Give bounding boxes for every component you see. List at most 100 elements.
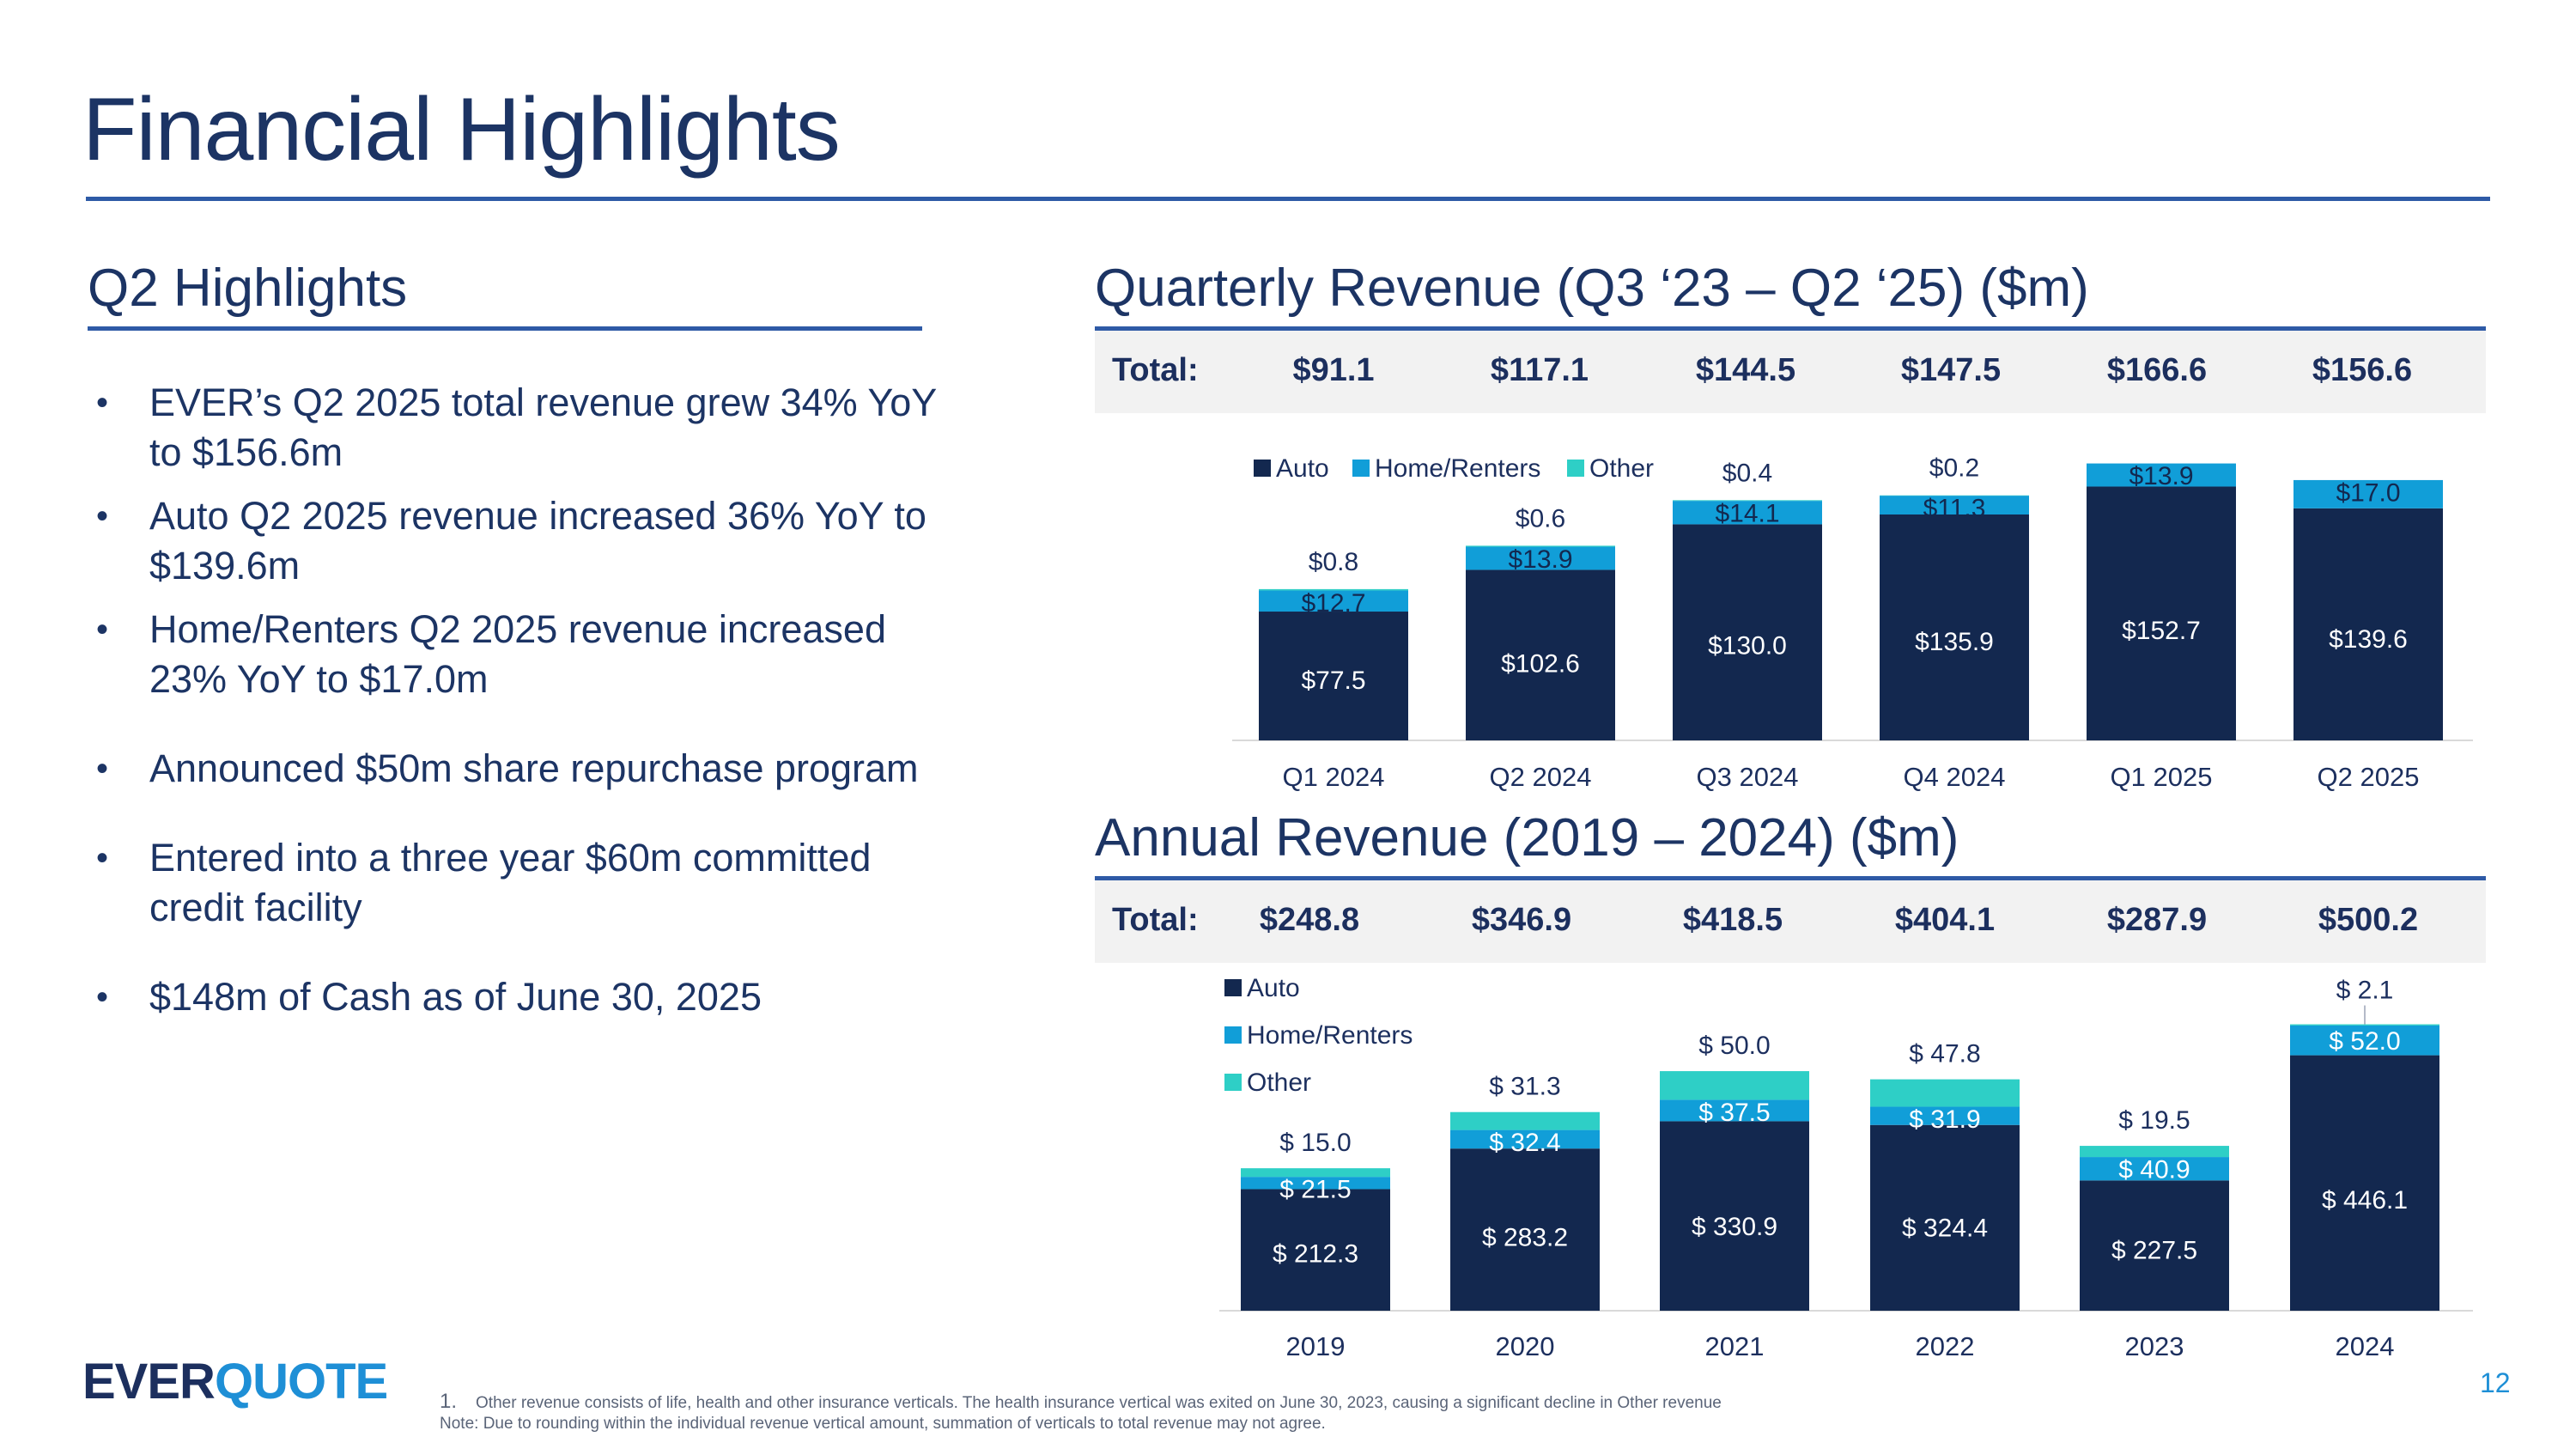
annual-heading: Annual Revenue (2019 – 2024) ($m) (1095, 808, 1959, 868)
annual-legend: Auto Home/Renters Other (1224, 974, 1413, 1097)
annual-total-value: $500.2 (2318, 902, 2419, 938)
category-label: 2020 (1496, 1331, 1555, 1361)
data-label-auto: $102.6 (1501, 650, 1580, 679)
data-label-other: $0.6 (1516, 504, 1565, 533)
bar-auto (1466, 569, 1615, 740)
annual-divider (1095, 876, 2486, 880)
data-label-home: $ 32.4 (1489, 1129, 1560, 1157)
legend-swatch-auto (1224, 979, 1242, 996)
bar-home (1870, 1106, 2020, 1125)
annual-totals-label: Total: (1112, 902, 1199, 938)
bar-home (1660, 1099, 1809, 1122)
legend-swatch-home (1224, 1026, 1242, 1044)
quarterly-total-value: $166.6 (2106, 352, 2208, 388)
quarterly-total-value: $91.1 (1292, 352, 1375, 388)
bar-other (1673, 500, 1822, 502)
footnote-2: Note: Due to rounding within the individ… (440, 1415, 1326, 1433)
quarterly-totals-row: Total: $91.1 $117.1 $144.5 $147.5 $166.6… (1095, 331, 2486, 413)
data-label-other: $ 50.0 (1698, 1032, 1770, 1060)
category-label: Q3 2024 (1697, 762, 1799, 792)
data-label-home: $17.0 (2336, 479, 2400, 508)
quarterly-divider (1095, 326, 2486, 331)
data-label-home: $13.9 (2129, 462, 2193, 490)
category-label: 2021 (1705, 1331, 1765, 1361)
quarterly-total-value: $147.5 (1900, 352, 2002, 388)
category-label: 2022 (1916, 1331, 1975, 1361)
category-label: Q1 2024 (1283, 762, 1385, 792)
bar-auto (1241, 1189, 1390, 1311)
data-label-home: $ 52.0 (2329, 1027, 2400, 1056)
category-label: 2019 (1286, 1331, 1346, 1361)
bar-other (1660, 1071, 1809, 1100)
bar-auto (1870, 1124, 2020, 1311)
data-label-home: $ 40.9 (2118, 1156, 2190, 1184)
data-label-auto: $130.0 (1708, 631, 1787, 660)
data-label-other: $0.8 (1309, 548, 1358, 576)
quarterly-total-value: $156.6 (2312, 352, 2413, 388)
legend-label-home: Home/Renters (1375, 454, 1540, 483)
category-label: 2023 (2125, 1331, 2184, 1361)
highlights-heading: Q2 Highlights (88, 259, 408, 318)
bar-auto (1259, 612, 1408, 740)
legend-label-auto: Auto (1247, 974, 1300, 1002)
bar-home (2087, 463, 2236, 487)
data-label-other: $ 19.5 (2118, 1106, 2190, 1135)
page-number: 12 (2480, 1367, 2511, 1398)
logo-part-quote: QUOTE (214, 1354, 388, 1409)
bar-auto (1880, 514, 2029, 740)
bar-home (2080, 1157, 2229, 1181)
annual-totals-row: Total: $248.8 $346.9 $418.5 $404.1 $287.… (1095, 880, 2486, 963)
data-label-auto: $ 446.1 (2322, 1186, 2408, 1215)
legend-swatch-home (1352, 460, 1370, 477)
data-label-home: $ 21.5 (1279, 1176, 1351, 1204)
data-label-home: $ 37.5 (1698, 1099, 1770, 1127)
bar-home (1466, 546, 1615, 570)
logo-part-ever: EVER (82, 1354, 216, 1409)
highlight-item: Announced $50m share repurchase program (96, 744, 938, 794)
bar-home (1673, 501, 1822, 525)
quarterly-total-value: $144.5 (1695, 352, 1796, 388)
bar-auto (2293, 508, 2443, 740)
highlights-divider (88, 326, 922, 331)
data-label-auto: $ 227.5 (2111, 1236, 2197, 1264)
data-label-home: $12.7 (1301, 589, 1365, 618)
bar-other (1259, 588, 1408, 591)
data-label-home: $13.9 (1508, 545, 1572, 574)
data-label-other: $ 15.0 (1279, 1129, 1351, 1157)
quarterly-legend: Auto Home/Renters Other (1254, 454, 1654, 483)
annual-revenue-chart: $ 212.3 $ 21.5 $ 15.0 2019 $ 283.2 $ 32.4 $ 31… (1219, 974, 2473, 1361)
highlight-item: EVER’s Q2 2025 total revenue grew 34% Yo… (96, 378, 938, 478)
bar-other (1241, 1168, 1390, 1178)
bar-home (1241, 1177, 1390, 1190)
data-label-auto: $ 330.9 (1692, 1213, 1777, 1241)
bar-other (2080, 1146, 2229, 1158)
bar-other (1870, 1079, 2020, 1107)
highlight-item: $148m of Cash as of June 30, 2025 (96, 972, 938, 1022)
data-label-auto: $139.6 (2329, 625, 2408, 654)
bar-other (1466, 545, 1615, 547)
data-label-auto: $ 283.2 (1482, 1223, 1568, 1251)
annual-total-value: $248.8 (1259, 902, 1360, 938)
data-label-auto: $152.7 (2122, 617, 2201, 645)
bar-auto (1450, 1148, 1600, 1311)
data-label-home: $11.3 (1923, 495, 1986, 523)
footnote-1-text: Other revenue consists of life, health a… (476, 1394, 1722, 1412)
highlights-list: EVER’s Q2 2025 total revenue grew 34% Yo… (96, 378, 938, 1022)
quarterly-total-value: $117.1 (1490, 352, 1589, 388)
data-label-home: $14.1 (1715, 500, 1779, 528)
everquote-logo: EVERQUOTE (82, 1353, 388, 1410)
highlight-item: Home/Renters Q2 2025 revenue increased 2… (96, 605, 938, 704)
legend-label-other: Other (1589, 454, 1654, 483)
data-label-auto: $ 212.3 (1273, 1239, 1358, 1268)
legend-swatch-other (1224, 1074, 1242, 1091)
legend-label-home: Home/Renters (1247, 1021, 1413, 1050)
data-label-other: $0.4 (1722, 459, 1772, 487)
data-label-home: $ 31.9 (1909, 1105, 1980, 1134)
bar-auto (2087, 486, 2236, 740)
category-label: Q4 2024 (1904, 762, 2006, 792)
quarterly-totals-label: Total: (1112, 352, 1199, 388)
bar-home (1450, 1129, 1600, 1149)
legend-swatch-other (1567, 460, 1584, 477)
annual-total-value: $418.5 (1682, 902, 1783, 938)
